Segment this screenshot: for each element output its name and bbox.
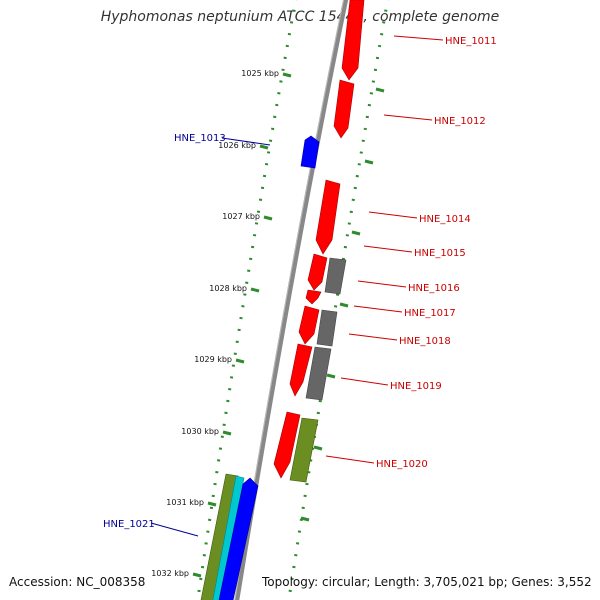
gene-label-hne-1012: HNE_1012 (434, 116, 486, 127)
gene-hne-1013 (300, 135, 320, 169)
gene-label-hne-1015: HNE_1015 (414, 248, 466, 259)
ruler-tick-mark-outer (339, 302, 349, 308)
leader-hne-1019 (340, 377, 389, 386)
leader-hne-1015 (363, 245, 413, 253)
ruler-major-ticks (192, 72, 385, 578)
ruler-tick-mark (263, 215, 273, 221)
gene-label-hne-1011: HNE_1011 (445, 36, 497, 47)
leader-hne-1020 (325, 455, 375, 464)
ruler-tick-label: 1027 kbp (222, 212, 260, 221)
gene-label-hne-1021: HNE_1021 (103, 519, 155, 530)
feature-olive-1 (289, 417, 319, 483)
ruler-tick-label: 1028 kbp (209, 284, 247, 293)
ruler-tick-mark-outer (364, 159, 374, 165)
feature-grey-3 (305, 346, 332, 401)
leader-hne-1018 (348, 333, 398, 341)
ruler-tick-mark (250, 287, 260, 293)
olive-features (200, 417, 319, 600)
gene-hne-1019 (273, 411, 301, 479)
gene-hne-1016 (305, 289, 322, 305)
leader-hne-1017 (353, 305, 403, 313)
leader-hne-1013 (221, 137, 271, 146)
ruler-tick-mark-outer (326, 373, 336, 379)
ruler-tick-mark-outer (351, 230, 361, 236)
ruler-tick-label: 1030 kbp (181, 427, 219, 436)
label-leaders (150, 35, 444, 537)
gene-hne-1014 (315, 179, 341, 255)
ruler-tick-label: 1025 kbp (241, 69, 279, 78)
forward-genes (273, 0, 365, 479)
ruler-tick-mark (222, 430, 232, 436)
ruler-tick-mark-outer (313, 445, 323, 451)
gene-hne-1011 (341, 0, 365, 81)
reverse-genes (218, 135, 320, 600)
accession-text: Accession: NC_008358 (9, 575, 146, 589)
ruler-tick-label: 1026 kbp (218, 141, 256, 150)
feature-olive-2 (200, 473, 239, 600)
gene-label-hne-1020: HNE_1020 (376, 459, 428, 470)
gene-labels: HNE_1011 HNE_1012 HNE_1013 HNE_1014 HNE_… (103, 36, 497, 530)
feature-grey-1 (324, 257, 347, 295)
ruler-tick-label: 1031 kbp (166, 498, 204, 507)
ruler-tick-mark (192, 572, 202, 578)
ruler-tick-label: 1029 kbp (194, 355, 232, 364)
ruler-tick-mark (235, 358, 245, 364)
ruler-tick-mark (259, 144, 269, 150)
ruler-tick-labels: 1025 kbp 1026 kbp 1027 kbp 1028 kbp 1029 kbp… (151, 69, 279, 578)
ruler-tick-label: 1032 kbp (151, 569, 189, 578)
ruler-tick-mark-outer (375, 87, 385, 93)
ruler-tick-mark (207, 501, 217, 507)
leader-hne-1021 (150, 522, 199, 537)
ruler-tick-mark-outer (300, 516, 310, 522)
gene-hne-1015 (307, 253, 328, 291)
leader-hne-1016 (357, 280, 407, 288)
gene-hne-1017 (298, 305, 320, 345)
ruler-arc-outer (287, 0, 390, 600)
gene-hne-1018 (289, 343, 313, 397)
feature-cyan (212, 475, 245, 600)
other-features (305, 257, 347, 401)
gene-label-hne-1017: HNE_1017 (404, 308, 456, 319)
gene-label-hne-1013: HNE_1013 (174, 133, 226, 144)
leader-hne-1011 (393, 35, 444, 41)
gene-hne-1012 (333, 79, 355, 139)
gene-label-hne-1016: HNE_1016 (408, 283, 460, 294)
map-title: Hyphomonas neptunium ATCC 15444, complet… (100, 9, 500, 25)
leader-hne-1014 (368, 211, 418, 219)
gene-hne-1021 (218, 477, 259, 600)
gene-label-hne-1018: HNE_1018 (399, 336, 451, 347)
leader-hne-1012 (383, 114, 433, 121)
gene-label-hne-1019: HNE_1019 (390, 381, 442, 392)
feature-grey-2 (316, 309, 338, 347)
topology-text: Topology: circular; Length: 3,705,021 bp… (262, 575, 592, 589)
ruler-tick-mark (282, 72, 292, 78)
gene-label-hne-1014: HNE_1014 (419, 214, 471, 225)
